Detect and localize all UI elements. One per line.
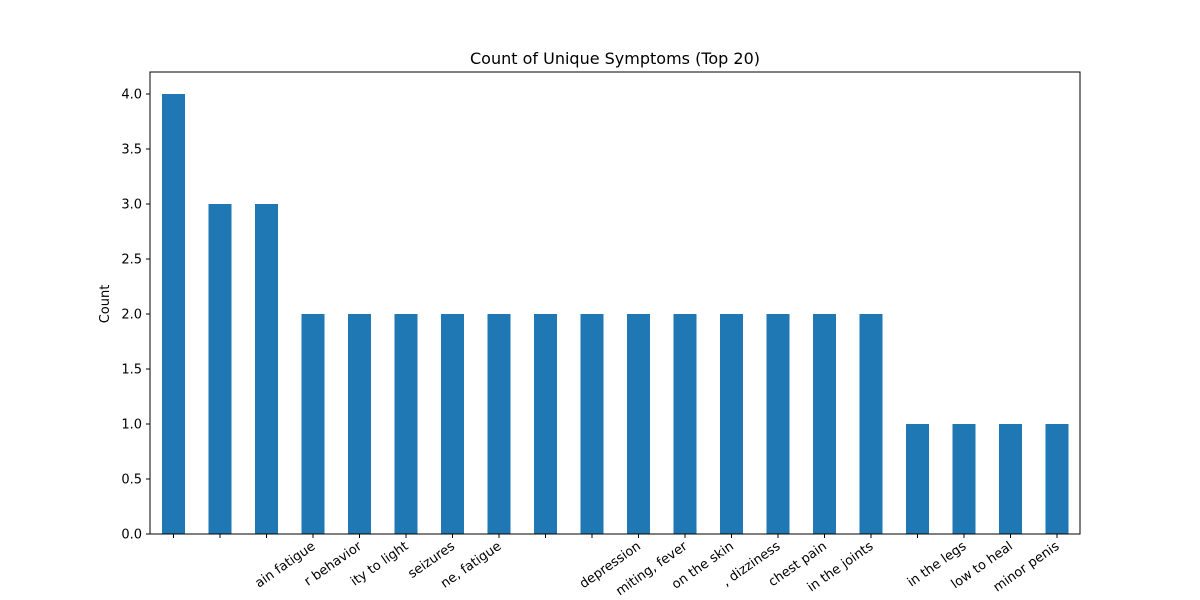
plot-area-frame [149,71,1081,535]
bar-5 [394,314,418,534]
y-axis-label: Count [98,285,113,324]
y-tick-label-8: 4.0 [121,88,142,103]
bar-8 [534,314,557,534]
bar-16 [906,424,929,534]
bar-19 [1045,424,1069,534]
y-tick-label-2: 1.0 [121,418,142,433]
bar-17 [952,424,976,534]
y-tick-label-3: 1.5 [121,363,142,378]
y-tick-label-7: 3.5 [121,143,142,158]
y-tick-label-5: 2.5 [121,253,142,268]
chart-title: Count of Unique Symptoms (Top 20) [470,49,760,68]
bar-9 [580,314,604,534]
bar-2 [255,204,278,534]
bar-15 [859,314,883,534]
bar-1 [208,204,232,534]
bar-14 [813,314,836,534]
bars-group [162,94,1069,534]
y-tick-label-6: 3.0 [121,198,142,213]
bar-6 [441,314,464,534]
bar-11 [673,314,697,534]
y-tick-label-4: 2.0 [121,308,142,323]
bar-13 [766,314,790,534]
bar-12 [720,314,743,534]
y-tick-label-1: 0.5 [121,473,142,488]
y-axis-ticks: 0.0 0.5 1.0 1.5 2.0 2.5 3.0 3.5 4.0 [121,88,150,543]
y-tick-label-0: 0.0 [121,528,142,543]
bar-10 [627,314,650,534]
bar-7 [487,314,511,534]
bar-0 [162,94,185,534]
bar-4 [348,314,371,534]
bar-18 [999,424,1022,534]
bar-3 [301,314,325,534]
